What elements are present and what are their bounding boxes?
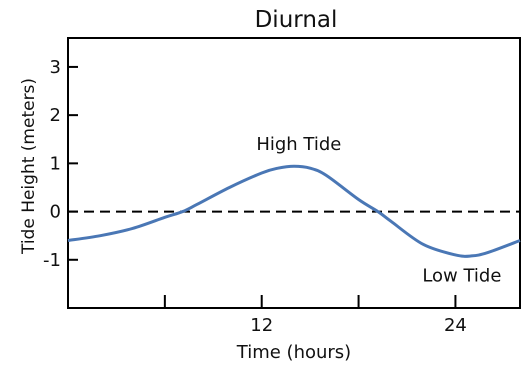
y-tick-label: 1	[50, 153, 61, 174]
y-tick-label: 3	[50, 57, 61, 78]
x-axis-label: Time (hours)	[236, 342, 351, 363]
y-tick-label: 2	[50, 105, 61, 126]
y-tick-label: 0	[50, 202, 61, 223]
chart-title: Diurnal	[255, 7, 338, 33]
annotation-low-tide: Low Tide	[422, 265, 501, 286]
y-tick-label: -1	[43, 250, 61, 271]
y-axis-label: Tide Height (meters)	[19, 78, 39, 255]
annotation-high-tide: High Tide	[256, 134, 341, 155]
x-tick-label: 24	[444, 315, 467, 336]
tide-series-line-0	[67, 164, 521, 258]
plot-frame	[67, 37, 521, 309]
x-tick-label: 12	[250, 315, 273, 336]
